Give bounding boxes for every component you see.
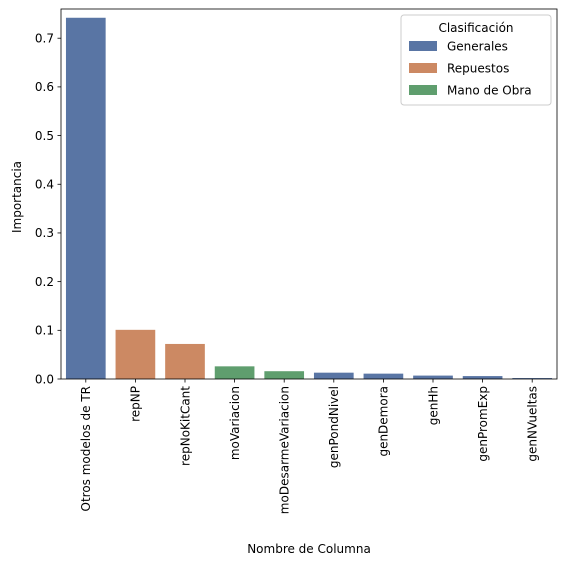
y-tick-label: 0.4 xyxy=(35,178,54,192)
x-tick-label: genNVueltas xyxy=(526,386,540,462)
legend-items: Generales Repuestos Mano de Obra xyxy=(409,40,532,98)
legend-title: Clasificación xyxy=(438,21,513,35)
y-tick-label: 0.2 xyxy=(35,275,54,289)
bar-movariacion xyxy=(214,366,255,379)
axes-frame xyxy=(60,8,558,380)
legend-label: Repuestos xyxy=(447,62,509,76)
y-axis: 0.0 0.1 0.2 0.3 0.4 0.5 0.6 0.7 xyxy=(35,32,61,386)
bar-otros-modelos-de-tr xyxy=(65,17,106,379)
bar-genpromexp xyxy=(462,376,503,379)
x-tick-label: genPromExp xyxy=(476,386,490,462)
legend-box xyxy=(400,14,552,106)
x-tick-label: moVariacion xyxy=(228,386,242,460)
x-tick-label: genHh xyxy=(426,386,440,425)
bar-modesarmevariacion xyxy=(264,371,305,379)
x-tick-label: genPondNivel xyxy=(327,386,341,468)
legend-label: Generales xyxy=(447,40,508,54)
bar-gennvueltas xyxy=(512,378,553,379)
legend-swatch xyxy=(409,41,437,51)
bar-repnokitcant xyxy=(165,343,205,379)
legend-label: Mano de Obra xyxy=(447,84,532,98)
x-tick-label: Otros modelos de TR xyxy=(79,386,93,511)
x-tick-label: moDesarmeVariacion xyxy=(278,386,292,514)
y-tick-label: 0.6 xyxy=(35,80,54,94)
legend: Clasificación Generales Repuestos Mano de … xyxy=(400,14,552,106)
bars-layer xyxy=(65,17,553,379)
legend-swatch xyxy=(409,63,437,73)
bar-repnp xyxy=(115,329,156,379)
y-tick-label: 0.7 xyxy=(35,32,54,46)
axes-border xyxy=(60,8,558,380)
x-tick-label: repNoKitCant xyxy=(178,386,192,466)
x-tick-label: genDemora xyxy=(377,386,391,457)
legend-swatch xyxy=(409,85,437,95)
y-tick-label: 0.3 xyxy=(35,226,54,240)
y-axis-title: Importancia xyxy=(10,161,24,233)
y-tick-label: 0.0 xyxy=(35,372,54,386)
bar-genhh xyxy=(413,375,453,379)
bar-gendemora xyxy=(363,373,404,379)
x-axis-title: Nombre de Columna xyxy=(247,542,371,556)
y-tick-label: 0.1 xyxy=(35,324,54,338)
y-tick-label: 0.5 xyxy=(35,129,54,143)
bar-genpondnivel xyxy=(313,372,354,379)
x-tick-label: repNP xyxy=(129,386,143,422)
x-axis: Otros modelos de TR repNP repNoKitCant moVa… xyxy=(79,379,540,514)
